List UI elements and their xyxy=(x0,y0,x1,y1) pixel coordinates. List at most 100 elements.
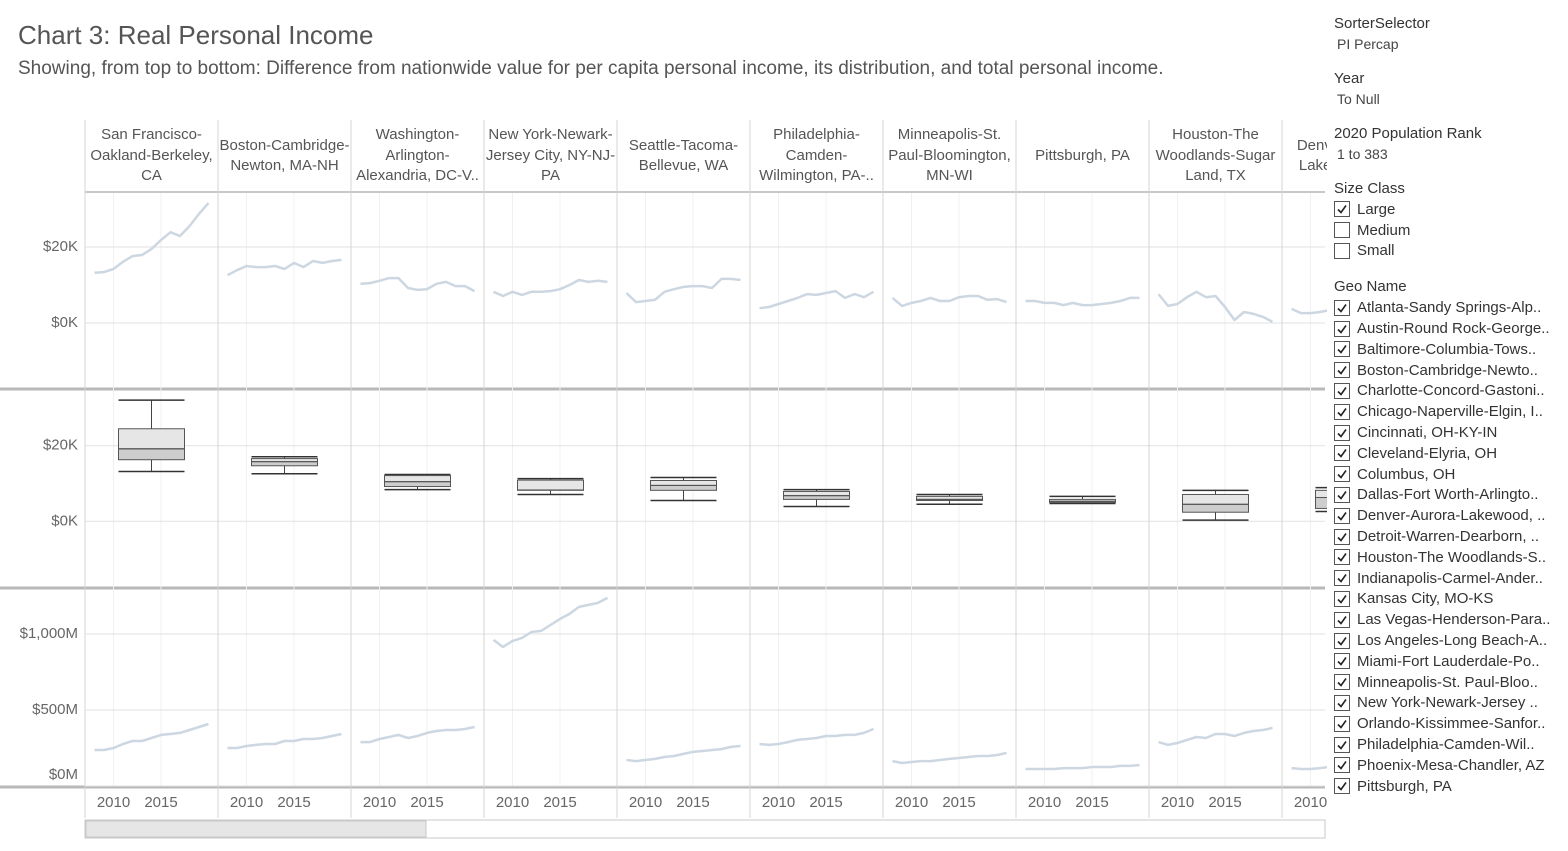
filter-option[interactable]: Small xyxy=(1334,241,1564,262)
filter-option[interactable]: Large xyxy=(1334,199,1564,220)
line xyxy=(227,732,342,750)
checkbox[interactable] xyxy=(1334,694,1350,711)
filter-value[interactable]: 1 to 383 xyxy=(1337,146,1388,162)
filter-option[interactable]: Dallas-Fort Worth-Arlingto.. xyxy=(1334,485,1564,506)
checkbox[interactable] xyxy=(1334,715,1350,732)
option-label: Charlotte-Concord-Gastoni.. xyxy=(1357,382,1545,400)
checkbox[interactable] xyxy=(1334,242,1350,259)
checkbox[interactable] xyxy=(1334,424,1350,441)
x-tick-label: 2010 xyxy=(1294,794,1327,811)
filter-option[interactable]: Cleveland-Elyria, OH xyxy=(1334,443,1564,464)
option-label: Dallas-Fort Worth-Arlingto.. xyxy=(1357,486,1539,504)
filter-option[interactable]: Indianapolis-Carmel-Ander.. xyxy=(1334,568,1564,589)
option-label: Philadelphia-Camden-Wil.. xyxy=(1357,736,1535,754)
option-label: Small xyxy=(1357,242,1395,260)
checkbox[interactable] xyxy=(1334,201,1350,218)
filter-option[interactable]: Pittsburgh, PA xyxy=(1334,776,1564,797)
filter-option[interactable]: Cincinnati, OH-KY-IN xyxy=(1334,422,1564,443)
checkbox[interactable] xyxy=(1334,486,1350,503)
filter-option[interactable]: Los Angeles-Long Beach-A.. xyxy=(1334,630,1564,651)
option-label: Denver-Aurora-Lakewood, .. xyxy=(1357,507,1546,525)
line xyxy=(1157,290,1274,324)
checkbox[interactable] xyxy=(1334,549,1350,566)
x-tick-label: 2015 xyxy=(410,794,443,811)
filter-option[interactable]: Philadelphia-Camden-Wil.. xyxy=(1334,734,1564,755)
filter-option[interactable]: Columbus, OH xyxy=(1334,464,1564,485)
line xyxy=(492,596,609,649)
filter-option[interactable]: Detroit-Warren-Dearborn, .. xyxy=(1334,526,1564,547)
checkbox[interactable] xyxy=(1334,570,1350,587)
x-tick-label: 2015 xyxy=(1208,794,1241,811)
y-tick-label: $0K xyxy=(51,512,78,529)
checkbox[interactable] xyxy=(1334,778,1350,795)
checkbox[interactable] xyxy=(1334,611,1350,628)
scrollbar-thumb xyxy=(85,820,427,838)
checkbox[interactable] xyxy=(1334,736,1350,753)
filter-option[interactable]: Boston-Cambridge-Newto.. xyxy=(1334,360,1564,381)
filter-option[interactable]: Baltimore-Columbia-Tows.. xyxy=(1334,339,1564,360)
filter-option[interactable]: Austin-Round Rock-George.. xyxy=(1334,318,1564,339)
option-label: Boston-Cambridge-Newto.. xyxy=(1357,361,1538,379)
checkbox[interactable] xyxy=(1334,299,1350,316)
checkbox[interactable] xyxy=(1334,632,1350,649)
y-tick-label: $1,000M xyxy=(20,625,78,642)
option-label: Houston-The Woodlands-S.. xyxy=(1357,548,1546,566)
column-header: Denver-Aurora-Lakewood, CO xyxy=(1282,122,1327,190)
line xyxy=(94,722,209,752)
checkbox[interactable] xyxy=(1334,466,1350,483)
checkbox[interactable] xyxy=(1334,341,1350,358)
line xyxy=(94,202,210,275)
column-header-text: New York-Newark-Jersey City, NY-NJ-PA xyxy=(485,126,616,185)
column-header-text: Philadelphia-Camden-Wilmington, PA-.. xyxy=(759,126,874,185)
line xyxy=(626,744,741,763)
filter-option[interactable]: New York-Newark-Jersey .. xyxy=(1334,693,1564,714)
filter-option[interactable]: Las Vegas-Henderson-Para.. xyxy=(1334,609,1564,630)
checkbox[interactable] xyxy=(1334,222,1350,239)
option-label: Kansas City, MO-KS xyxy=(1357,590,1494,608)
filter-option[interactable]: Denver-Aurora-Lakewood, .. xyxy=(1334,505,1564,526)
column-header-text: Boston-Cambridge-Newton, MA-NH xyxy=(219,136,350,175)
checkbox[interactable] xyxy=(1334,674,1350,691)
checkbox[interactable] xyxy=(1334,320,1350,337)
checkbox[interactable] xyxy=(1334,507,1350,524)
filter-option[interactable]: Kansas City, MO-KS xyxy=(1334,589,1564,610)
option-label: Atlanta-Sandy Springs-Alp.. xyxy=(1357,299,1542,317)
filter-option[interactable]: Minneapolis-St. Paul-Bloo.. xyxy=(1334,672,1564,693)
column-header: Minneapolis-St. Paul-Bloomington, MN-WI xyxy=(883,122,1016,190)
column-header-text: Pittsburgh, PA xyxy=(1035,146,1130,164)
filter-option[interactable]: Atlanta-Sandy Springs-Alp.. xyxy=(1334,297,1564,318)
column-header: Washington-Arlington-Alexandria, DC-V.. xyxy=(351,122,484,190)
column-header-text: Washington-Arlington-Alexandria, DC-V.. xyxy=(356,126,479,185)
y-tick-label: $20K xyxy=(43,437,78,454)
box-upper xyxy=(1315,489,1327,498)
filter-option[interactable]: Phoenix-Mesa-Chandler, AZ xyxy=(1334,755,1564,776)
filter-option[interactable]: Charlotte-Concord-Gastoni.. xyxy=(1334,381,1564,402)
line xyxy=(1291,766,1327,771)
line xyxy=(492,278,608,298)
checkbox[interactable] xyxy=(1334,590,1350,607)
filter-value[interactable]: PI Percap xyxy=(1337,36,1399,52)
checkbox[interactable] xyxy=(1334,403,1350,420)
box-upper xyxy=(384,475,451,483)
filter-value[interactable]: To Null xyxy=(1337,91,1380,107)
checkbox[interactable] xyxy=(1334,653,1350,670)
x-tick-label: 2010 xyxy=(895,794,928,811)
column-header: Houston-The Woodlands-Sugar Land, TX xyxy=(1149,122,1282,190)
box-upper xyxy=(118,428,185,450)
checkbox[interactable] xyxy=(1334,445,1350,462)
checkbox[interactable] xyxy=(1334,757,1350,774)
y-tick-label: $0M xyxy=(49,766,78,783)
column-header: Seattle-Tacoma-Bellevue, WA xyxy=(617,122,750,190)
checkbox[interactable] xyxy=(1334,362,1350,379)
option-label: Orlando-Kissimmee-Sanfor.. xyxy=(1357,715,1546,733)
filter-option[interactable]: Houston-The Woodlands-S.. xyxy=(1334,547,1564,568)
filter-option[interactable]: Miami-Fort Lauderdale-Po.. xyxy=(1334,651,1564,672)
checkbox[interactable] xyxy=(1334,528,1350,545)
filter-panel: SorterSelector PI Percap Year To Null 2020 P… xyxy=(1334,13,1564,812)
filter-option[interactable]: Medium xyxy=(1334,220,1564,241)
filter-option[interactable]: Chicago-Naperville-Elgin, I.. xyxy=(1334,401,1564,422)
checkbox[interactable] xyxy=(1334,382,1350,399)
option-label: Detroit-Warren-Dearborn, .. xyxy=(1357,528,1539,546)
filter-option[interactable]: Orlando-Kissimmee-Sanfor.. xyxy=(1334,713,1564,734)
